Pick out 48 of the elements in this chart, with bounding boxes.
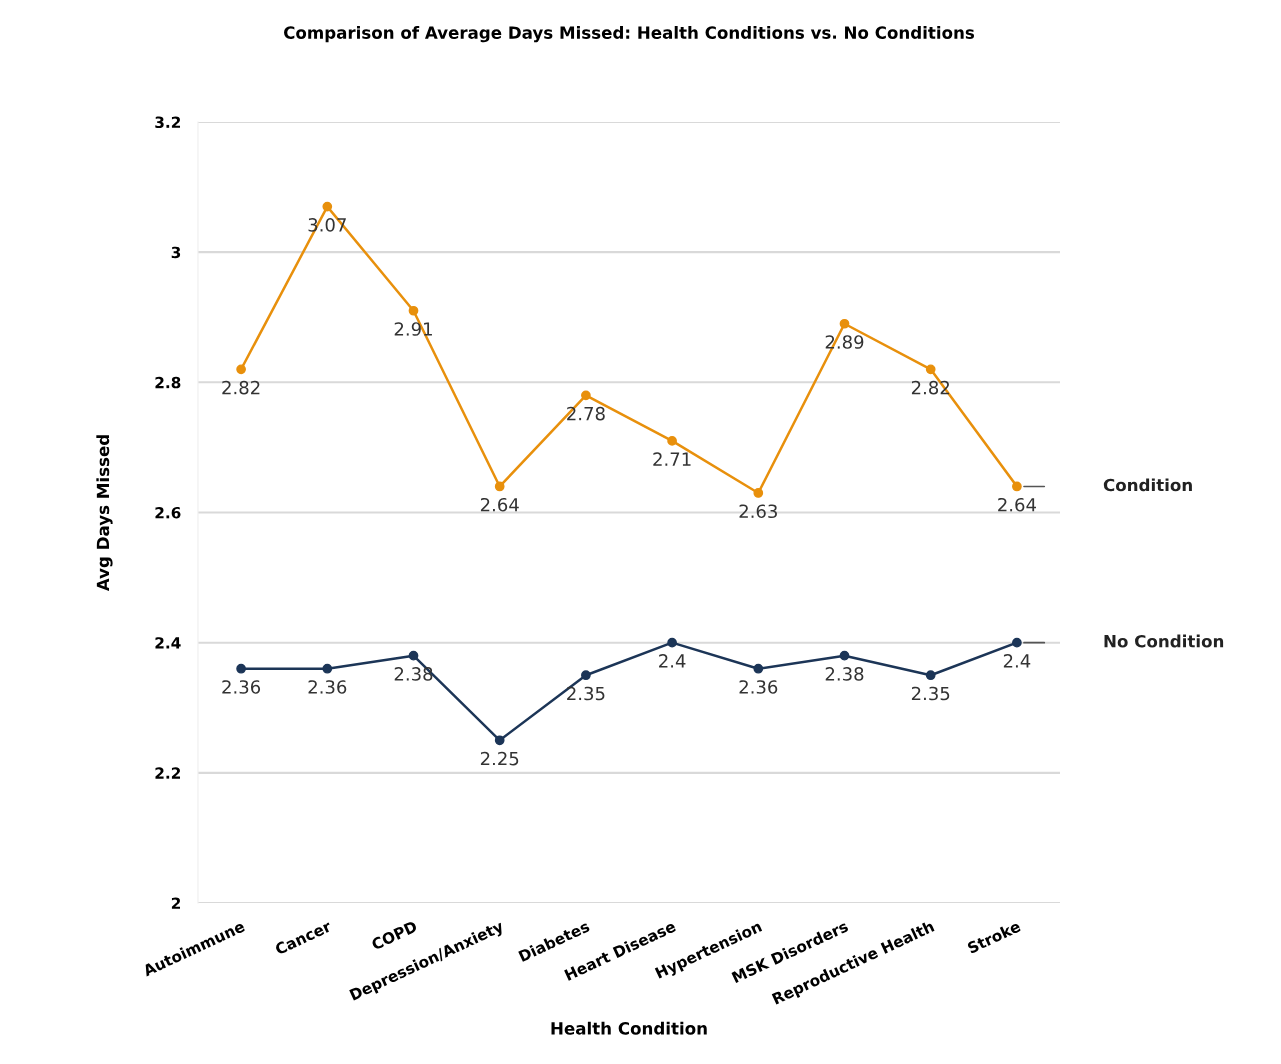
data-label: 2.4 bbox=[1003, 654, 1031, 668]
data-label: 2.64 bbox=[998, 497, 1036, 512]
point bbox=[753, 663, 764, 674]
y-tick-label: 2.8 bbox=[155, 376, 181, 389]
data-label: 2.38 bbox=[394, 667, 433, 681]
data-label: 2.64 bbox=[480, 497, 519, 512]
point bbox=[839, 318, 850, 329]
point bbox=[667, 436, 677, 446]
data-label: 2.38 bbox=[825, 667, 864, 681]
point bbox=[236, 364, 246, 375]
y-axis-title: Avg Days Missed bbox=[96, 435, 113, 592]
x-axis-title: Health Condition bbox=[551, 1021, 707, 1035]
point bbox=[925, 364, 936, 375]
data-label: 2.35 bbox=[567, 686, 605, 701]
y-tick-label: 2.4 bbox=[155, 637, 181, 649]
point bbox=[753, 488, 764, 498]
y-tick-label: 2.6 bbox=[155, 506, 181, 519]
data-label: 2.36 bbox=[222, 680, 261, 694]
point bbox=[581, 390, 591, 401]
data-label: 2.36 bbox=[739, 680, 778, 694]
point bbox=[1012, 481, 1022, 492]
point bbox=[408, 650, 419, 661]
point bbox=[322, 663, 333, 674]
point bbox=[667, 637, 677, 648]
point bbox=[494, 481, 505, 492]
data-label: 2.4 bbox=[659, 654, 686, 668]
point bbox=[581, 670, 591, 681]
data-label: 2.71 bbox=[653, 452, 691, 466]
chart-title: Comparison of Average Days Missed: Health Conditions vs. No Conditions bbox=[284, 26, 975, 43]
point bbox=[494, 735, 505, 746]
data-label: 2.25 bbox=[480, 751, 519, 766]
data-label: 2.35 bbox=[911, 686, 950, 701]
y-tick-label: 3 bbox=[171, 246, 181, 259]
text: Condition bbox=[1103, 478, 1192, 492]
y-tick-label: 2 bbox=[171, 897, 181, 909]
data-label: 2.82 bbox=[222, 380, 260, 395]
point bbox=[322, 201, 333, 212]
text: No Condition bbox=[1104, 634, 1224, 648]
point bbox=[925, 670, 936, 681]
point bbox=[1012, 637, 1022, 648]
y-tick-label: 3.2 bbox=[155, 116, 181, 129]
y-tick-label: 2.2 bbox=[155, 767, 181, 779]
point bbox=[839, 650, 850, 661]
point bbox=[408, 305, 419, 316]
data-label: 2.63 bbox=[739, 504, 777, 519]
point bbox=[236, 663, 246, 674]
data-label: 2.36 bbox=[308, 680, 347, 694]
data-label: 2.78 bbox=[567, 406, 605, 421]
